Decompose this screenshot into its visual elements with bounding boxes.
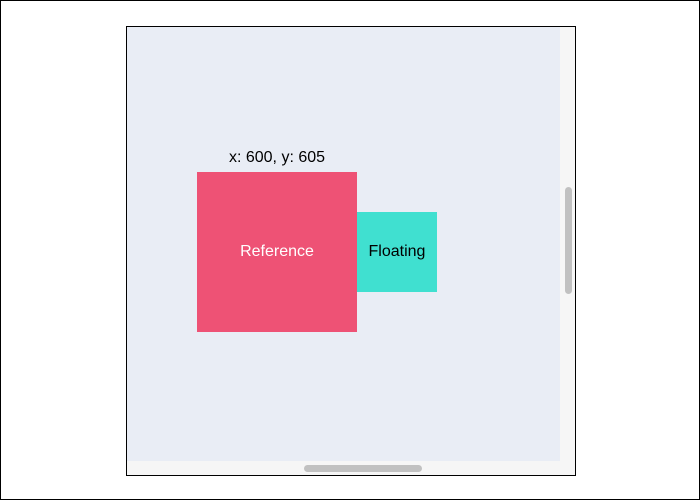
scroll-container[interactable]: x: 600, y: 605 Reference Floating [126, 26, 576, 476]
floating-element: Floating [357, 212, 437, 292]
reference-label: Reference [240, 243, 314, 260]
floating-label: Floating [368, 243, 426, 260]
vertical-scrollbar-thumb[interactable] [565, 187, 572, 294]
scroll-viewport[interactable]: x: 600, y: 605 Reference Floating [127, 27, 560, 461]
reference-element: Reference [197, 172, 357, 332]
horizontal-scrollbar-thumb[interactable] [304, 465, 422, 472]
coordinates-readout: x: 600, y: 605 [228, 149, 326, 166]
